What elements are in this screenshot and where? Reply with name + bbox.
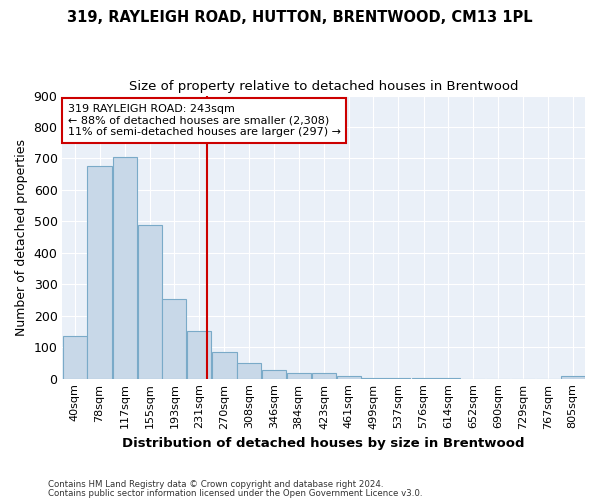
X-axis label: Distribution of detached houses by size in Brentwood: Distribution of detached houses by size …: [122, 437, 525, 450]
Bar: [262, 370, 286, 378]
Text: 319 RAYLEIGH ROAD: 243sqm
← 88% of detached houses are smaller (2,308)
11% of se: 319 RAYLEIGH ROAD: 243sqm ← 88% of detac…: [68, 104, 341, 137]
Bar: [63, 336, 87, 378]
Bar: [187, 332, 211, 378]
Y-axis label: Number of detached properties: Number of detached properties: [15, 138, 28, 336]
Bar: [337, 376, 361, 378]
Bar: [237, 363, 261, 378]
Text: 319, RAYLEIGH ROAD, HUTTON, BRENTWOOD, CM13 1PL: 319, RAYLEIGH ROAD, HUTTON, BRENTWOOD, C…: [67, 10, 533, 25]
Bar: [88, 166, 112, 378]
Text: Contains public sector information licensed under the Open Government Licence v3: Contains public sector information licen…: [48, 489, 422, 498]
Bar: [212, 352, 236, 378]
Bar: [163, 300, 187, 378]
Title: Size of property relative to detached houses in Brentwood: Size of property relative to detached ho…: [129, 80, 518, 93]
Bar: [560, 376, 584, 378]
Bar: [113, 157, 137, 378]
Bar: [287, 373, 311, 378]
Bar: [312, 373, 336, 378]
Bar: [137, 224, 161, 378]
Text: Contains HM Land Registry data © Crown copyright and database right 2024.: Contains HM Land Registry data © Crown c…: [48, 480, 383, 489]
